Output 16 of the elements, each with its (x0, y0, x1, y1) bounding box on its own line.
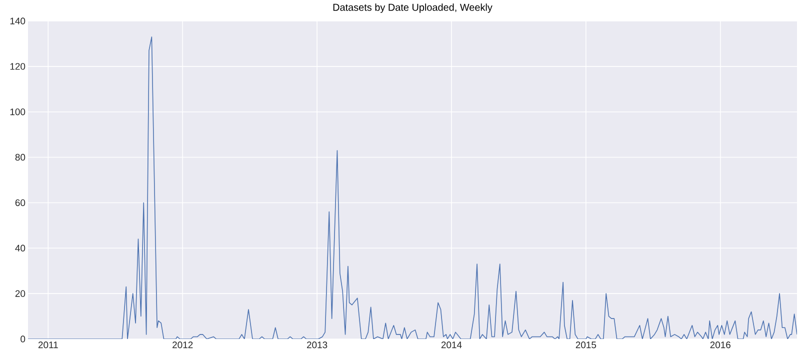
chart-title: Datasets by Date Uploaded, Weekly (333, 4, 492, 13)
y-tick-label: 60 (15, 199, 26, 206)
x-tick-label: 2016 (710, 342, 730, 348)
y-tick-label: 40 (15, 244, 26, 252)
line-series (28, 36, 798, 339)
y-tick-label: 80 (15, 154, 26, 161)
y-tick-label: 0 (20, 336, 26, 342)
x-tick-label: 2011 (38, 342, 58, 348)
y-tick-label: 140 (10, 18, 26, 24)
x-tick-label: 2012 (172, 342, 193, 348)
y-tick-label: 20 (15, 290, 26, 297)
x-tick-label: 2014 (441, 342, 462, 348)
y-tick-label: 120 (10, 63, 26, 70)
x-tick-label: 2015 (576, 342, 596, 348)
x-tick-label: 2013 (306, 342, 328, 348)
y-tick-label: 100 (10, 108, 26, 116)
